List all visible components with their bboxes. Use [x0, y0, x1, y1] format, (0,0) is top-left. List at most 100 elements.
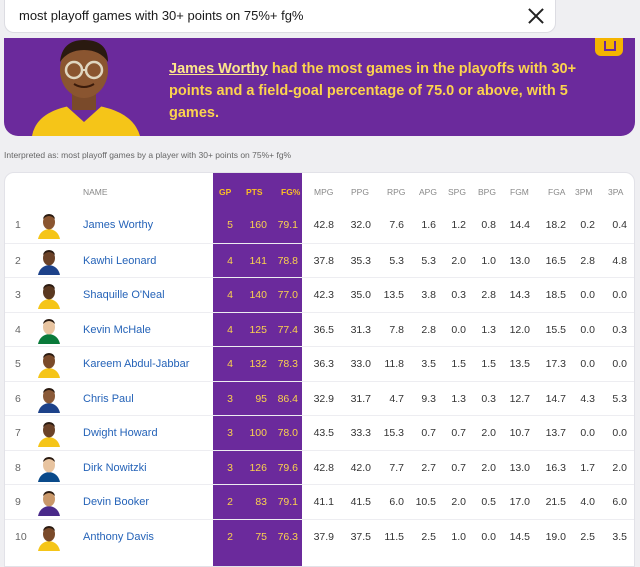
player-name-link[interactable]: Kawhi Leonard	[83, 254, 157, 267]
stat-cell-pts: 125	[249, 323, 267, 336]
player-avatar-icon	[38, 249, 60, 275]
stat-cell-mpg: 42.8	[313, 219, 334, 231]
search-input[interactable]: most playoff games with 30+ points on 75…	[19, 8, 304, 23]
header-name[interactable]: NAME	[83, 187, 108, 197]
stat-cell-3pm: 2.8	[580, 254, 595, 267]
table-row[interactable]: 9 Devin Booker 2 83 79.1 41.1 41.5 6.0 10.5 2.0 0.…	[5, 484, 634, 519]
stat-cell-pts: 75	[255, 530, 267, 543]
table-row[interactable]: 6 Chris Paul 3 95 86.4 32.9 31.7 4.7 9.3 1.3 0.3 12…	[5, 380, 634, 416]
results-table: NAME GP PTS FG% MPG PPG RPG APG SPG BPG …	[4, 172, 635, 567]
player-name-link[interactable]: Devin Booker	[83, 496, 150, 508]
stat-cell-bpg: 2.0	[481, 461, 496, 474]
header-fga[interactable]: FGA	[548, 187, 566, 197]
table-row[interactable]: 7 Dwight Howard 3 100 78.0 43.5 33.3 15.3 0.7 0.7…	[5, 415, 634, 450]
share-icon[interactable]	[595, 38, 623, 56]
player-name-link[interactable]: Kareem Abdul-Jabbar	[83, 358, 190, 370]
stat-cell-mpg: 37.9	[313, 530, 334, 543]
stat-cell-pts: 132	[249, 358, 267, 370]
player-avatar-icon	[38, 318, 60, 344]
search-bar[interactable]: most playoff games with 30+ points on 75…	[4, 0, 556, 33]
header-mpg[interactable]: MPG	[314, 187, 334, 197]
answer-player-link[interactable]: James Worthy	[169, 61, 268, 77]
player-name-link[interactable]: James Worthy	[83, 219, 154, 231]
header-3pm[interactable]: 3PM	[575, 187, 593, 197]
stat-cell-pts: 140	[249, 289, 267, 301]
close-icon[interactable]	[525, 5, 547, 27]
player-name-link[interactable]: Anthony Davis	[83, 530, 154, 543]
stat-cell-spg: 1.3	[451, 392, 466, 405]
stat-cell-pts: 126	[249, 461, 267, 474]
stat-cell-gp: 4	[227, 254, 233, 267]
stat-cell-gp: 2	[227, 496, 233, 508]
stat-cell-apg: 2.5	[421, 530, 436, 543]
stat-cell-fga: 17.3	[545, 358, 566, 370]
stat-cell-mpg: 43.5	[313, 427, 334, 439]
stat-cell-bpg: 2.8	[481, 289, 496, 301]
stat-cell-bpg: 0.3	[481, 392, 496, 405]
player-avatar-icon	[38, 353, 60, 378]
stat-cell-fgm: 14.3	[509, 289, 530, 301]
header-ppg[interactable]: PPG	[351, 187, 369, 197]
stat-cell-apg: 3.8	[421, 289, 436, 301]
player-name-link[interactable]: Kevin McHale	[83, 323, 151, 336]
stat-cell-mpg: 41.1	[313, 496, 334, 508]
header-apg[interactable]: APG	[419, 187, 437, 197]
table-row[interactable]: 1 James Worthy 5 160 79.1 42.8 32.0 7.6 1.6 1.2 0.…	[5, 208, 634, 243]
header-rpg[interactable]: RPG	[387, 187, 406, 197]
stat-cell-fga: 16.5	[545, 254, 566, 267]
player-name-link[interactable]: Dirk Nowitzki	[83, 461, 147, 474]
stat-cell-bpg: 0.0	[481, 530, 496, 543]
stat-cell-fg-pct: 76.3	[277, 530, 298, 543]
stat-cell-spg: 1.2	[451, 219, 466, 231]
player-name-link[interactable]: Chris Paul	[83, 392, 134, 405]
stat-cell-3pa: 0.0	[612, 358, 627, 370]
stat-cell-gp: 2	[227, 530, 233, 543]
stat-cell-3pm: 0.0	[580, 427, 595, 439]
stat-cell-mpg: 37.8	[313, 254, 334, 267]
stat-cell-ppg: 42.0	[350, 461, 371, 474]
stat-cell-3pa: 6.0	[612, 496, 627, 508]
stat-cell-fga: 14.7	[545, 392, 566, 405]
stat-cell-mpg: 42.8	[313, 461, 334, 474]
stat-cell-gp: 4	[227, 323, 233, 336]
stat-cell-rpg: 4.7	[389, 392, 404, 405]
table-row[interactable]: 10 Anthony Davis 2 75 76.3 37.9 37.5 11.5 2.5 1.0…	[5, 518, 634, 554]
stat-cell-spg: 1.0	[451, 530, 466, 543]
stat-cell-pts: 95	[255, 392, 267, 405]
stat-cell-bpg: 1.3	[481, 323, 496, 336]
header-fg[interactable]: FG%	[281, 187, 301, 197]
stat-cell-apg: 10.5	[415, 496, 436, 508]
stat-cell-3pa: 5.3	[612, 392, 627, 405]
stat-cell-pts: 141	[249, 254, 267, 267]
player-avatar-icon	[38, 284, 60, 309]
header-3pa[interactable]: 3PA	[608, 187, 624, 197]
player-avatar-icon	[38, 422, 60, 447]
table-row[interactable]: 5 Kareem Abdul-Jabbar 4 132 78.3 36.3 33.0 11.8…	[5, 346, 634, 381]
table-row[interactable]: 3 Shaquille O'Neal 4 140 77.0 42.3 35.0 13.5 3.8…	[5, 277, 634, 312]
rank-cell: 1	[15, 219, 21, 231]
stat-cell-fg-pct: 79.1	[277, 496, 298, 508]
stat-cell-3pa: 0.3	[612, 323, 627, 336]
stat-cell-ppg: 31.3	[350, 323, 371, 336]
player-name-link[interactable]: Dwight Howard	[83, 427, 158, 439]
stat-cell-fga: 15.5	[545, 323, 566, 336]
header-bpg[interactable]: BPG	[478, 187, 496, 197]
player-name-link[interactable]: Shaquille O'Neal	[83, 289, 165, 301]
stat-cell-fgm: 14.4	[509, 219, 530, 231]
stat-cell-gp: 3	[227, 461, 233, 474]
header-gp[interactable]: GP	[219, 187, 232, 197]
stat-cell-fga: 19.0	[545, 530, 566, 543]
stat-cell-fga: 18.5	[545, 289, 566, 301]
table-row[interactable]: 2 Kawhi Leonard 4 141 78.8 37.8 35.3 5.3 5.3 2.0 1…	[5, 242, 634, 278]
stat-cell-spg: 0.3	[451, 289, 466, 301]
player-avatar-icon	[38, 525, 60, 551]
header-fgm[interactable]: FGM	[510, 187, 529, 197]
header-spg[interactable]: SPG	[448, 187, 466, 197]
table-row[interactable]: 8 Dirk Nowitzki 3 126 79.6 42.8 42.0 7.7 2.7 0.7 2…	[5, 449, 634, 485]
highlight-column	[213, 173, 302, 566]
stat-cell-3pm: 0.2	[580, 219, 595, 231]
table-row[interactable]: 4 Kevin McHale 4 125 77.4 36.5 31.3 7.8 2.8 0.0 1.…	[5, 311, 634, 347]
header-pts[interactable]: PTS	[246, 187, 263, 197]
stat-cell-bpg: 0.5	[481, 496, 496, 508]
